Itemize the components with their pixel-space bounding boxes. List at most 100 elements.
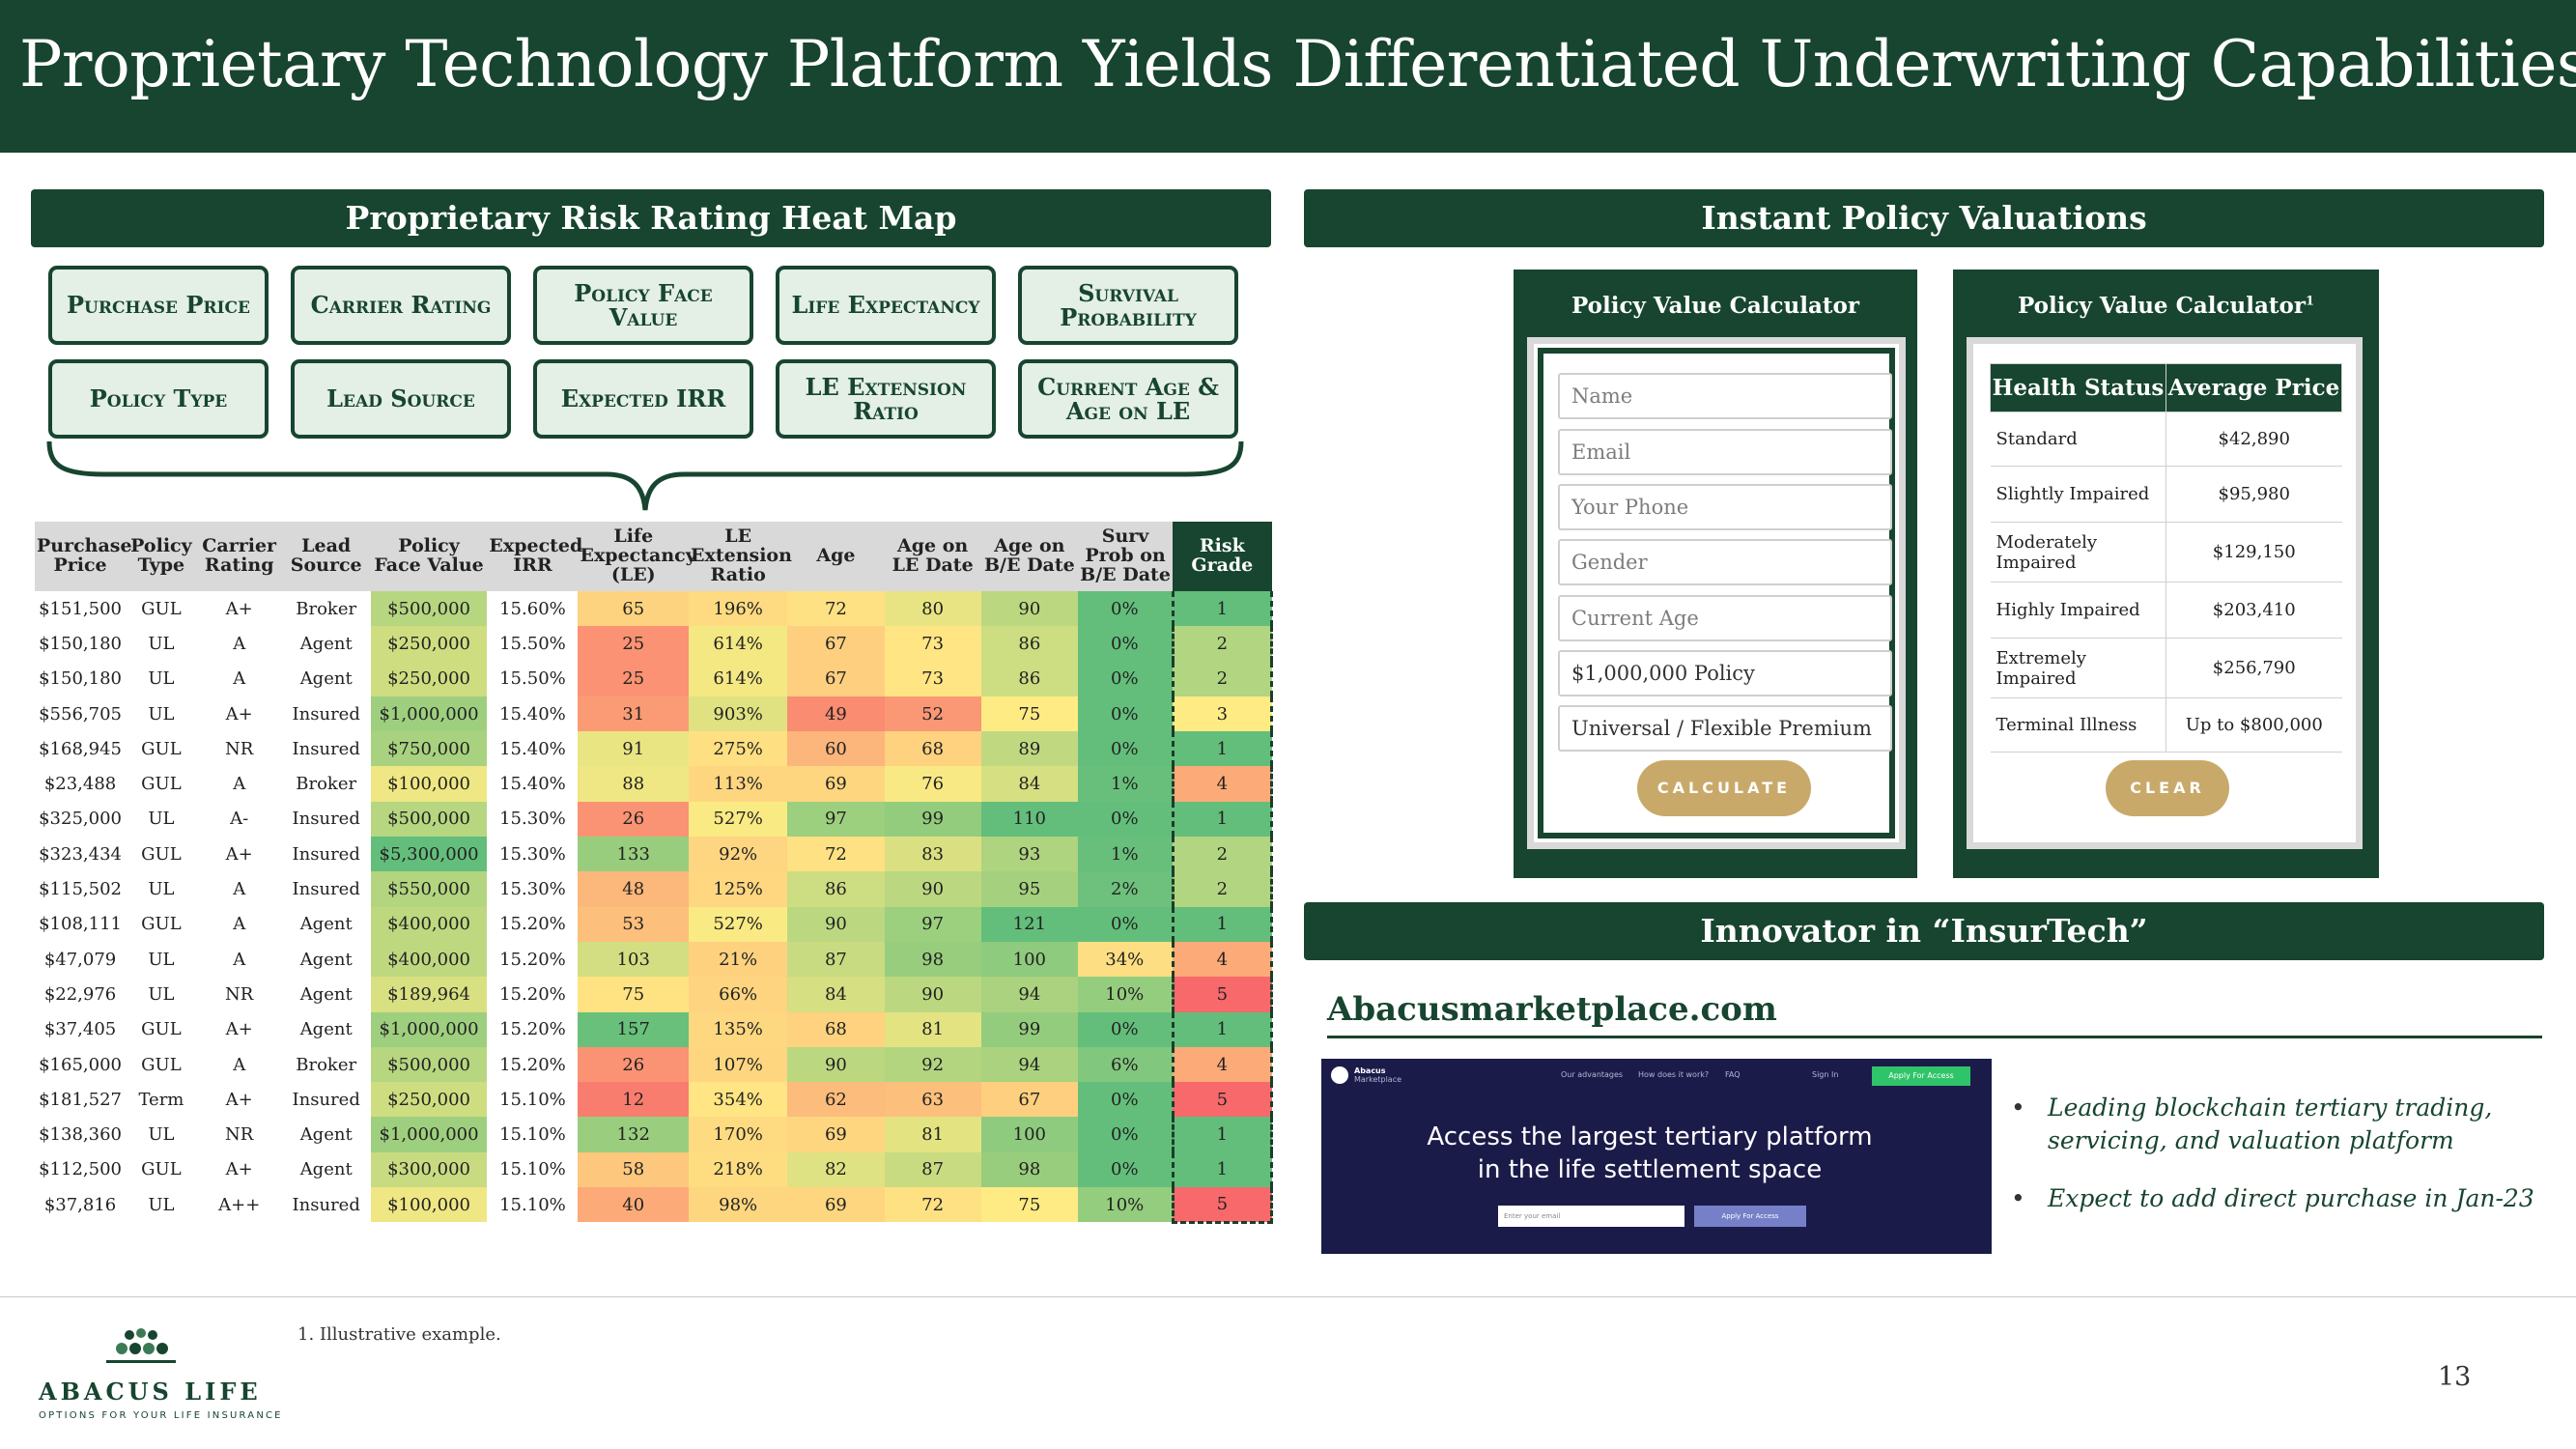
nav-faq: FAQ (1725, 1070, 1741, 1079)
table-cell: 21% (689, 941, 788, 978)
table-row: $150,180 UL A Agent $250,000 15.50% 25 614% 67 73… (35, 626, 1274, 662)
table-cell: 0% (1077, 626, 1174, 662)
table-row: Moderately Impaired $129,150 (1990, 522, 2342, 582)
table-cell: 99 (884, 801, 981, 838)
table-cell: Agent (281, 1151, 371, 1188)
table-cell: 614% (689, 626, 788, 662)
heatmap-header-row: Purchase Price Policy Type Carrier Rating L… (35, 522, 1272, 591)
table-cell: 84 (980, 766, 1078, 802)
table-cell: 69 (787, 766, 885, 802)
table-cell: 0% (1077, 1011, 1174, 1047)
calculator-field[interactable]: Gender (1558, 539, 1892, 585)
table-cell: 81 (884, 1117, 981, 1152)
table-cell: 60 (787, 731, 885, 767)
table-cell: Insured (281, 871, 371, 907)
factor-box: Purchase Price (48, 266, 269, 345)
table-cell: 84 (787, 977, 885, 1012)
table-cell: 125% (689, 871, 788, 907)
table-cell: 107% (689, 1046, 788, 1083)
table-cell: 354% (689, 1082, 788, 1118)
table-cell: 34% (1077, 941, 1174, 978)
table-row: $37,405 GUL A+ Agent $1,000,000 15.20% 157 135%… (35, 1011, 1274, 1047)
table-row: $556,705 UL A+ Insured $1,000,000 15.40% 31 903… (35, 696, 1274, 732)
marketplace-headline: Access the largest tertiary platform in t… (1321, 1121, 1978, 1186)
table-cell: 75 (578, 977, 690, 1012)
table-cell: 15.20% (487, 1011, 579, 1047)
table-cell: $112,500 (35, 1151, 127, 1188)
table-cell: 15.30% (487, 837, 579, 872)
table-cell: A (196, 1046, 282, 1083)
marketplace-logo-icon (1331, 1066, 1348, 1084)
table-cell: UL (126, 871, 197, 907)
table-cell: 0% (1077, 731, 1174, 767)
factor-box: Survival Probability (1018, 266, 1238, 345)
brace-connector (46, 440, 1244, 511)
table-cell: $37,816 (35, 1187, 127, 1223)
table-cell: $750,000 (370, 731, 488, 767)
table-cell: 67 (787, 626, 885, 662)
table-cell: $47,079 (35, 941, 127, 978)
table-cell: $1,000,000 (370, 1011, 488, 1047)
table-cell: 25 (578, 626, 690, 662)
calculator-field[interactable]: Universal / Flexible Premium (1558, 705, 1892, 752)
factor-box: Current Age & Age on LE (1018, 359, 1238, 439)
table-cell: $100,000 (370, 766, 488, 802)
table-cell: $165,000 (35, 1046, 127, 1083)
factor-box: Policy Face Value (533, 266, 753, 345)
table-cell: 133 (578, 837, 690, 872)
table-cell: 15.10% (487, 1187, 579, 1223)
table-cell: $1,000,000 (370, 696, 488, 732)
table-row: $47,079 UL A Agent $400,000 15.20% 103 21% 87 98 1… (35, 941, 1274, 978)
table-cell: Insured (281, 696, 371, 732)
table-cell: $168,945 (35, 731, 127, 767)
calculator-field[interactable]: Current Age (1558, 595, 1892, 641)
table-cell: $115,502 (35, 871, 127, 907)
table-cell: UL (126, 661, 197, 696)
table-cell: 275% (689, 731, 788, 767)
table-cell: $100,000 (370, 1187, 488, 1223)
table-cell: $151,500 (35, 591, 127, 627)
column-header: Age (787, 522, 885, 591)
column-header: Surv Prob on B/E Date (1077, 522, 1174, 591)
table-cell: NR (196, 1117, 282, 1152)
calculate-button[interactable]: CALCULATE (1637, 760, 1811, 816)
heatmap-table: Purchase Price Policy Type Carrier Rating L… (35, 522, 1274, 1224)
table-cell: UL (126, 977, 197, 1012)
clear-button[interactable]: CLEAR (2106, 760, 2229, 816)
table-cell: 15.30% (487, 801, 579, 838)
table-cell: $556,705 (35, 696, 127, 732)
table-cell: 87 (884, 1151, 981, 1188)
table-cell: A (196, 766, 282, 802)
table-cell: 4 (1171, 1046, 1274, 1083)
table-cell: 75 (980, 696, 1078, 732)
heatmap-header: Proprietary Risk Rating Heat Map (31, 189, 1271, 247)
average-price-cell: $129,150 (2166, 522, 2342, 582)
table-cell: 94 (980, 977, 1078, 1012)
table-cell: 5 (1171, 977, 1274, 1012)
table-cell: $323,434 (35, 837, 127, 872)
table-cell: 527% (689, 801, 788, 838)
health-status-cell: Terminal Illness (1990, 697, 2166, 753)
page-number: 13 (2438, 1362, 2472, 1392)
table-cell: $150,180 (35, 626, 127, 662)
table-cell: 72 (787, 837, 885, 872)
factor-box: Policy Type (48, 359, 269, 439)
nav-advantages: Our advantages (1561, 1070, 1624, 1079)
calculator-field[interactable]: Your Phone (1558, 484, 1892, 530)
table-cell: $5,300,000 (370, 837, 488, 872)
table-row: $138,360 UL NR Agent $1,000,000 15.10% 132 170%… (35, 1117, 1274, 1152)
calculator-field[interactable]: Name (1558, 373, 1892, 419)
table-cell: A (196, 906, 282, 942)
nav-signin: Sign In (1812, 1070, 1839, 1079)
health-status-table: Health Status Average Price Standard $42,… (1990, 363, 2342, 753)
table-cell: 86 (787, 871, 885, 907)
table-cell: GUL (126, 1011, 197, 1047)
calculator-field[interactable]: Email (1558, 429, 1892, 475)
table-cell: $325,000 (35, 801, 127, 838)
table-cell: 903% (689, 696, 788, 732)
calculator-field[interactable]: $1,000,000 Policy (1558, 650, 1892, 696)
table-cell: 88 (578, 766, 690, 802)
calculator-title-2: Policy Value Calculator1 (1953, 293, 2379, 319)
site-title[interactable]: Abacusmarketplace.com (1327, 990, 1777, 1029)
table-row: $108,111 GUL A Agent $400,000 15.20% 53 527% 90 9… (35, 906, 1274, 942)
